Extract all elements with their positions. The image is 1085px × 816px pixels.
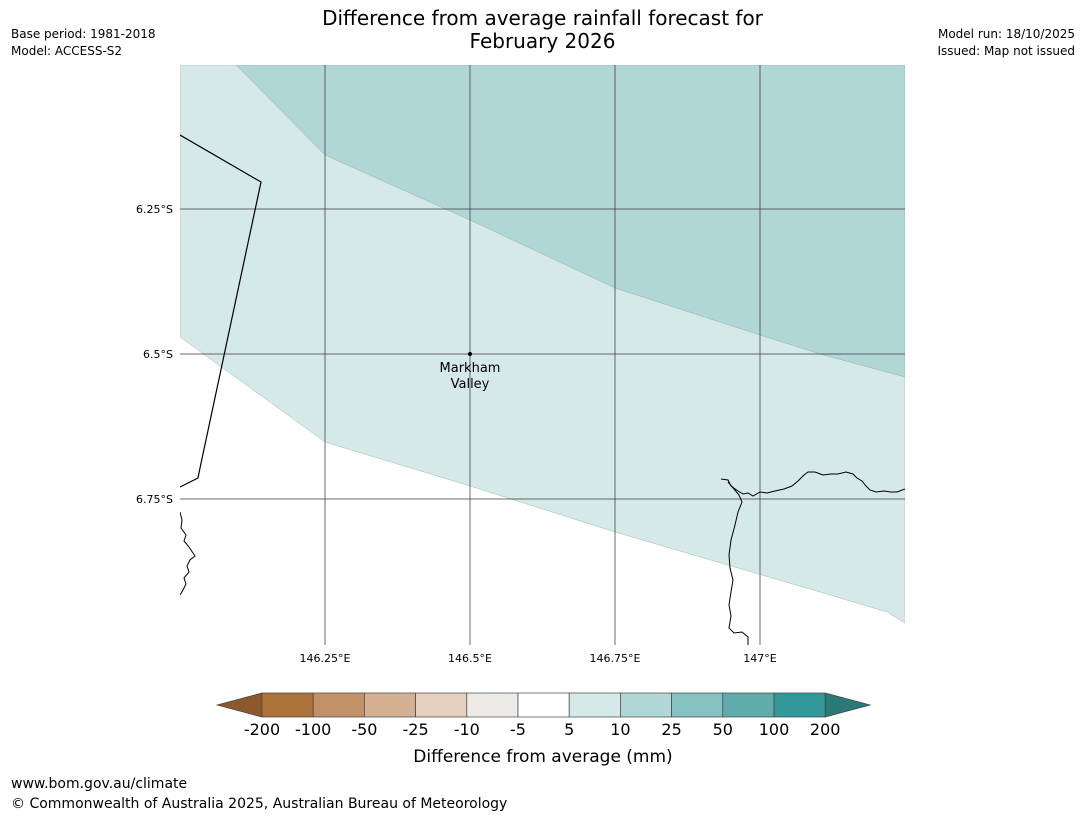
coastline-east [720,471,905,497]
location-label-line1: Markham [440,361,501,376]
colorbar-tick-label: -100 [295,720,331,739]
colorbar-tick-label: -5 [510,720,526,739]
map-title-line1: Difference from average rainfall forecas… [322,6,763,30]
colorbar-tick-label: -10 [454,720,480,739]
model-run-text: Model run: 18/10/2025 [937,27,1075,41]
colorbar-tick-label: 10 [610,720,630,739]
base-period-text: Base period: 1981-2018 [11,27,156,41]
lat-label: 6.5°S [143,348,173,361]
lon-label: 146.25°E [300,652,351,665]
footer: www.bom.gov.au/climate © Commonwealth of… [11,774,507,814]
lon-label: 146.5°E [448,652,492,665]
markham-valley-marker [468,352,472,356]
graticule [180,65,905,645]
lat-label: 6.75°S [136,493,173,506]
river-line [727,481,749,645]
colorbar-tick-label: 25 [661,720,681,739]
colorbar-tick-label: 5 [564,720,574,739]
coastline-west [180,511,196,596]
colorbar-swatch [671,692,724,718]
colorbar-swatch [620,692,672,718]
issued-text: Issued: Map not issued [937,44,1075,58]
colorbar-title: Difference from average (mm) [413,747,672,767]
map-title: Difference from average rainfall forecas… [0,7,1085,53]
colorbar: -200 -100 -50 -25 -10 -5 5 10 25 50 100 200 [215,692,872,739]
colorbar-extend-low [215,692,263,718]
colorbar-swatch [415,692,468,718]
location-label-line2: Valley [451,377,490,392]
model-text: Model: ACCESS-S2 [11,44,123,58]
colorbar-swatch [261,692,314,718]
colorbar-swatch [364,692,416,718]
header-right-info: Model run: 18/10/2025 Issued: Map not is… [937,26,1075,60]
map-title-line2: February 2026 [469,29,616,53]
header-left-info: Base period: 1981-2018 Model: ACCESS-S2 [11,26,156,60]
colorbar-swatch [517,692,570,718]
colorbar-tick-label: 100 [759,720,790,739]
colorbar-tick-label: -25 [403,720,429,739]
colorbar-swatch [312,692,365,718]
colorbar-swatch [568,692,621,718]
colorbar-extend-high [824,692,872,718]
lon-label: 147°E [743,652,776,665]
colorbar-tick-label: 200 [810,720,841,739]
lat-label: 6.25°S [136,203,173,216]
colorbar-swatch [722,692,775,718]
colorbar-tick-label: 50 [713,720,733,739]
footer-url[interactable]: www.bom.gov.au/climate [11,776,188,792]
colorbar-tick-label: -50 [351,720,377,739]
colorbar-swatch [773,692,826,718]
lon-label: 146.75°E [590,652,641,665]
colorbar-tick-label: -200 [244,720,280,739]
province-border [180,134,262,488]
map-plot-area [180,65,905,645]
colorbar-swatch [466,692,519,718]
footer-copyright: © Commonwealth of Australia 2025, Austra… [11,796,508,812]
